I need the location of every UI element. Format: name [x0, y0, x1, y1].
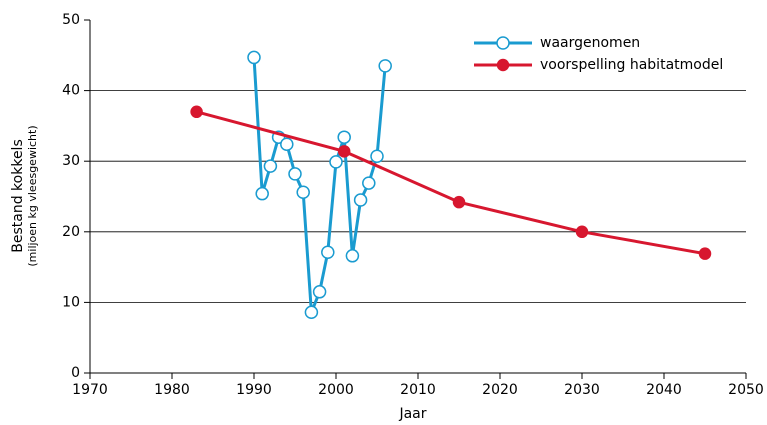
legend-marker — [496, 36, 510, 50]
point — [190, 105, 203, 119]
legend-label: waargenomen — [540, 35, 640, 51]
x-tick-label: 2050 — [728, 382, 764, 398]
x-axis-label: Jaar — [398, 406, 426, 421]
x-tick-label: 2010 — [400, 382, 436, 398]
point — [353, 193, 368, 207]
point — [263, 159, 278, 173]
x-tick-label: 1980 — [154, 382, 190, 398]
series-line — [196, 110, 706, 256]
point — [321, 245, 335, 260]
x-tick-label: 2040 — [646, 382, 682, 398]
point — [329, 155, 343, 169]
point — [337, 145, 351, 158]
point — [288, 167, 302, 181]
point — [362, 176, 376, 190]
x-tick-label: 2000 — [318, 382, 354, 398]
point — [296, 185, 310, 200]
point — [312, 285, 327, 299]
y-tick-label: 40 — [62, 83, 80, 99]
y-tick-label: 10 — [62, 294, 80, 310]
point — [452, 195, 466, 209]
point — [304, 305, 319, 320]
x-tick-label: 1970 — [72, 382, 108, 398]
point — [370, 149, 384, 164]
point — [280, 137, 294, 152]
point — [698, 247, 712, 260]
point — [378, 59, 392, 73]
point — [337, 130, 351, 144]
x-tick-label: 1990 — [236, 382, 272, 398]
y-tick-label: 0 — [71, 365, 80, 381]
y-axis-sublabel: (miljoen kg vleesgewicht) — [26, 125, 39, 266]
point — [247, 50, 261, 65]
point — [345, 249, 360, 263]
legend-label: voorspelling habitatmodel — [540, 57, 723, 73]
legend-marker — [496, 58, 510, 72]
point — [575, 225, 589, 239]
x-tick-label: 2020 — [482, 382, 518, 398]
x-tick-label: 2030 — [564, 382, 600, 398]
y-tick-label: 20 — [62, 224, 80, 240]
y-tick-label: 30 — [62, 153, 80, 169]
y-axis-label: Bestand kokkels — [10, 139, 26, 252]
y-tick-label: 50 — [62, 12, 80, 28]
point — [255, 186, 269, 201]
